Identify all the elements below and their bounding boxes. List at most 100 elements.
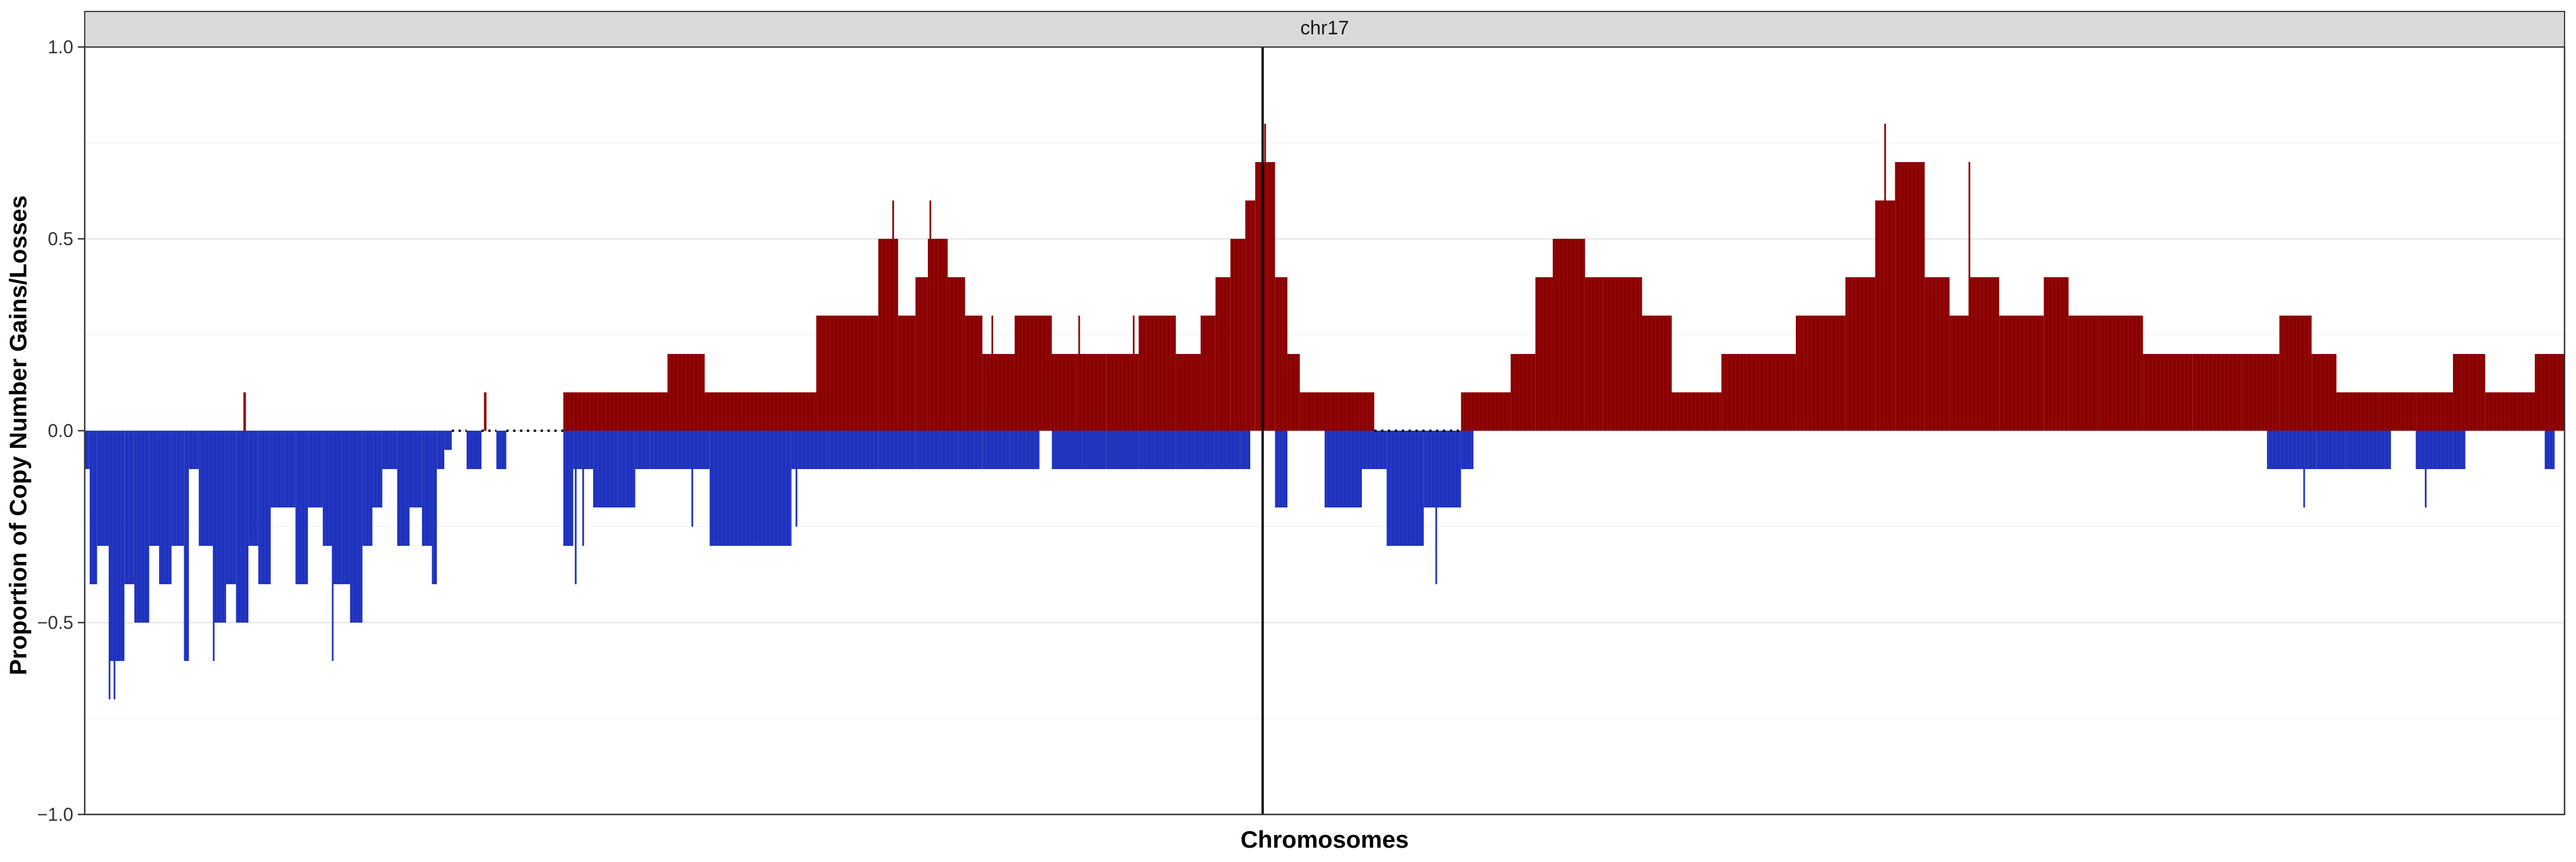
loss-bar [1052,431,1082,469]
axis-layer: 1.0 0.5 0.0 −0.5 −1.0 [37,37,85,825]
gain-bar [2416,392,2453,431]
gain-bar [2535,354,2565,431]
gain-bar [898,316,916,431]
loss-bar [496,431,507,469]
y-tick-label: 0.5 [48,229,73,249]
loss-bar [97,431,110,546]
gain-bar [2336,392,2379,431]
loss-bar [184,431,189,661]
loss-bar [1386,431,1424,546]
loss-bar [1461,431,1473,469]
gain-bar [965,316,983,431]
gain-bar [1461,392,1511,431]
gain-bar [816,316,879,431]
gain-bar [1139,316,1176,431]
loss-bar [635,431,650,469]
loss-bar [791,431,829,469]
gain-bar [1895,162,1925,431]
loss-bar [2267,431,2317,469]
loss-bar [878,431,916,469]
loss-bar [85,431,90,469]
loss-bar [295,431,308,584]
loss-bar [188,431,199,469]
gain-bar [1230,239,1246,431]
y-tick-label: −0.5 [37,612,73,633]
loss-bar [236,431,248,623]
loss-bar [322,431,333,546]
gain-bar [1535,277,1553,431]
loss-bar [362,431,373,546]
loss-bar [214,431,226,623]
loss-bar [618,431,635,507]
y-axis-label: Proportion of Copy Number Gains/Losses [5,195,31,675]
loss-bar [957,431,983,469]
loss-bar [467,431,482,469]
loss-bar [2453,431,2466,469]
gain-bar [1275,277,1288,431]
gain-bar [1949,316,1970,431]
loss-bar [2545,431,2555,469]
loss-bar [248,431,259,546]
y-tick-label: −1.0 [37,804,73,825]
gain-bar [915,277,928,431]
loss-bar [1325,431,1362,507]
gain-bar [741,392,816,431]
loss-bar [709,431,749,546]
loss-bar [2346,431,2391,469]
gain-bar [1746,354,1796,431]
gain-bar [667,354,705,431]
loss-bar [1213,431,1240,469]
loss-bar [409,431,422,507]
loss-bar [350,431,363,623]
loss-bar [982,431,1010,469]
loss-bar [915,431,941,469]
gain-bar [2242,354,2279,431]
gain-bar [1052,354,1077,431]
gain-bar [1510,354,1536,431]
gain-bar [2312,354,2337,431]
loss-bar [940,431,958,469]
gain-bar [1796,316,1846,431]
gain-bar [982,354,1015,431]
loss-bar [270,431,283,507]
loss-bar [89,431,97,584]
gain-bar [947,277,965,431]
gain-bar [1299,392,1374,431]
loss-bar [382,431,397,469]
loss-bar [749,431,792,546]
loss-bar [1106,431,1139,469]
gain-bar [1642,316,1672,431]
loss-bar [437,431,445,469]
loss-bar [199,431,214,546]
loss-bar [258,431,271,584]
gain-bar [1721,354,1747,431]
facet-label: chr17 [1300,17,1349,39]
loss-bar [1240,431,1251,469]
gain-bar [2379,392,2416,431]
gain-bar [2098,316,2143,431]
bars-layer [84,47,2565,814]
gain-bar [1672,392,1722,431]
y-tick-label: 1.0 [48,37,73,57]
loss-bar [159,431,172,584]
loss-bar [593,431,618,507]
gain-bar [1245,200,1255,431]
loss-bar [2416,431,2453,469]
gain-bar [1585,277,1603,431]
loss-bar [1361,431,1387,469]
y-tick-label: 0.0 [48,420,73,441]
gain-bar [2068,316,2099,431]
bar-texture [84,47,2562,814]
gain-bar [2192,354,2242,431]
gain-bar [2044,277,2069,431]
loss-bar [692,431,710,469]
gain-bar [1925,277,1950,431]
gain-bar [2485,392,2535,431]
loss-bar [226,431,236,584]
loss-bar [1009,431,1040,469]
gain-bar [1845,277,1875,431]
gain-bar [2453,354,2486,431]
loss-bar [563,431,574,546]
gain-bar [1200,316,1216,431]
